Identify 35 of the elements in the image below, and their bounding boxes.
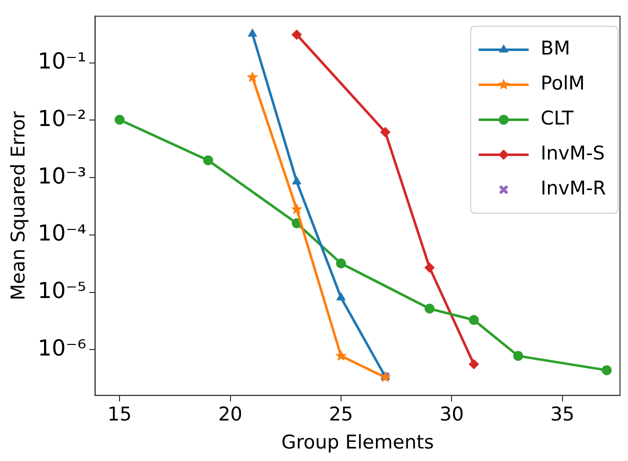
point [424, 262, 435, 273]
y-tick-label: 10⁻⁶ [38, 336, 86, 362]
x-axis-title: Group Elements [281, 432, 434, 454]
y-tick-label: 10⁻² [38, 106, 86, 132]
legend-label: PolM [540, 72, 585, 95]
point [335, 350, 347, 361]
point [380, 127, 390, 138]
point [468, 359, 479, 370]
point [292, 176, 302, 184]
x-tick-label: 25 [328, 404, 354, 426]
y-tick-label: 10⁻¹ [38, 50, 86, 75]
x-tick-label: 20 [218, 404, 242, 426]
point [336, 292, 346, 300]
point [248, 28, 257, 37]
point [468, 314, 479, 325]
y-tick-label: 10⁻³ [38, 164, 86, 190]
point [292, 30, 302, 40]
point [203, 155, 214, 166]
x-tick-label: 30 [440, 404, 464, 426]
x-tick-label: 15 [107, 404, 132, 426]
legend-label: InvM-R [540, 178, 606, 200]
point [513, 350, 524, 361]
point [114, 114, 125, 125]
legend-label: InvM-S [540, 142, 605, 165]
point [336, 258, 346, 268]
point [246, 71, 258, 82]
point [291, 203, 302, 214]
y-axis-title: Mean Squared Error [7, 111, 30, 300]
point [424, 304, 435, 314]
point [602, 365, 612, 376]
legend-label: BM [540, 38, 570, 60]
y-tick-label: 10⁻⁵ [38, 279, 86, 304]
y-tick-label: 10⁻⁴ [38, 222, 86, 247]
legend-label: CLT [540, 108, 574, 130]
x-tick-label: 35 [550, 404, 575, 426]
